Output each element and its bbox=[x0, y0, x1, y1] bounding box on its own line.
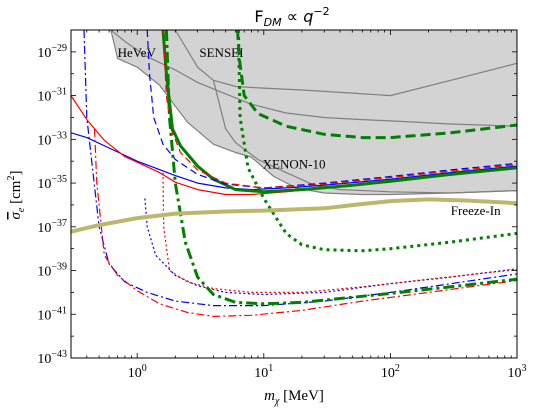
y-axis-label-sup: 2 bbox=[6, 176, 17, 181]
y-tick-base: 10 bbox=[37, 221, 51, 236]
x-axis-label-var: m bbox=[264, 388, 275, 404]
y-tick-base: 10 bbox=[37, 46, 51, 61]
series-6-line bbox=[236, 30, 517, 140]
excluded-region-fill bbox=[110, 30, 517, 195]
excluded-region-boundary bbox=[110, 30, 517, 196]
region-label-3: XENON-10 bbox=[263, 156, 326, 171]
y-axis-label: σe [cm2] bbox=[6, 171, 27, 220]
y-tick-base: 10 bbox=[37, 133, 51, 148]
plot-clipped: HeVeV SENSEI XENON-10 Freeze-In bbox=[71, 30, 517, 317]
region-label-1: HeVeV bbox=[118, 45, 157, 60]
series-7-line bbox=[144, 198, 517, 296]
series-1-line bbox=[71, 132, 517, 191]
series-3-line bbox=[161, 30, 517, 194]
y-tick-label-6: 10−33 bbox=[37, 130, 67, 148]
region-label-4: Freeze-In bbox=[451, 203, 501, 218]
plot-frame bbox=[70, 29, 518, 359]
region-label-2: SENSEI bbox=[199, 45, 243, 60]
series-11-line bbox=[93, 128, 517, 317]
y-tick-base: 10 bbox=[37, 265, 51, 280]
y-tick-label-2: 10−41 bbox=[37, 305, 67, 323]
title-sup: −2 bbox=[313, 5, 329, 18]
series-9-line bbox=[236, 30, 517, 253]
title-rel: ∝ bbox=[282, 7, 304, 26]
x-tick-label-1: 100 bbox=[128, 363, 147, 381]
y-tick-exp: −41 bbox=[51, 305, 67, 316]
chart-title: FDM ∝ q−2 bbox=[254, 5, 329, 29]
y-tick-label-7: 10−31 bbox=[37, 87, 67, 105]
y-tick-label-3: 10−39 bbox=[37, 262, 67, 280]
x-tick-exp: 3 bbox=[522, 363, 527, 374]
series-8-line bbox=[162, 172, 517, 293]
x-axis-label: mχ [MeV] bbox=[264, 388, 324, 407]
y-tick-exp: −39 bbox=[51, 262, 67, 273]
y-tick-exp: −33 bbox=[51, 130, 67, 141]
series-5-line bbox=[162, 30, 517, 189]
y-tick-label-5: 10−35 bbox=[37, 174, 67, 192]
x-tick-exp: 1 bbox=[268, 363, 273, 374]
x-tick-base: 10 bbox=[508, 366, 522, 381]
y-tick-exp: −35 bbox=[51, 174, 67, 185]
y-tick-label-4: 10−37 bbox=[37, 218, 67, 236]
x-tick-label-2: 101 bbox=[254, 363, 273, 381]
y-tick-exp: −43 bbox=[51, 349, 67, 360]
x-tick-label-3: 102 bbox=[381, 363, 400, 381]
x-tick-base: 10 bbox=[128, 366, 142, 381]
y-axis-label-unit: [cm bbox=[8, 180, 24, 207]
y-tick-label-8: 10−29 bbox=[37, 43, 67, 61]
series-13-line bbox=[71, 197, 517, 234]
y-tick-exp: −37 bbox=[51, 218, 67, 229]
x-tick-exp: 2 bbox=[395, 363, 400, 374]
title-main: F bbox=[254, 7, 263, 26]
excluded-line-xenon10 bbox=[212, 80, 517, 194]
y-tick-base: 10 bbox=[37, 308, 51, 323]
series-4-line bbox=[146, 30, 517, 189]
x-tick-base: 10 bbox=[254, 366, 268, 381]
title-var: q bbox=[303, 7, 313, 26]
y-axis-label-close: ] bbox=[8, 171, 24, 176]
excluded-line-sensei bbox=[174, 30, 517, 97]
x-axis-label-sub: χ bbox=[274, 396, 280, 407]
y-tick-label-1: 10−43 bbox=[37, 349, 67, 367]
y-tick-base: 10 bbox=[37, 177, 51, 192]
y-tick-exp: −29 bbox=[51, 43, 67, 54]
y-tick-exp: −31 bbox=[51, 87, 67, 98]
x-axis-label-unit: [MeV] bbox=[279, 388, 324, 404]
x-tick-label-4: 103 bbox=[508, 363, 527, 381]
y-axis-label-var: σ bbox=[8, 211, 24, 219]
title-sub: DM bbox=[264, 16, 282, 29]
y-tick-base: 10 bbox=[37, 352, 51, 367]
y-tick-base: 10 bbox=[37, 90, 51, 105]
x-tick-base: 10 bbox=[381, 366, 395, 381]
x-tick-exp: 0 bbox=[142, 363, 147, 374]
y-axis-label-sub: e bbox=[16, 207, 27, 212]
